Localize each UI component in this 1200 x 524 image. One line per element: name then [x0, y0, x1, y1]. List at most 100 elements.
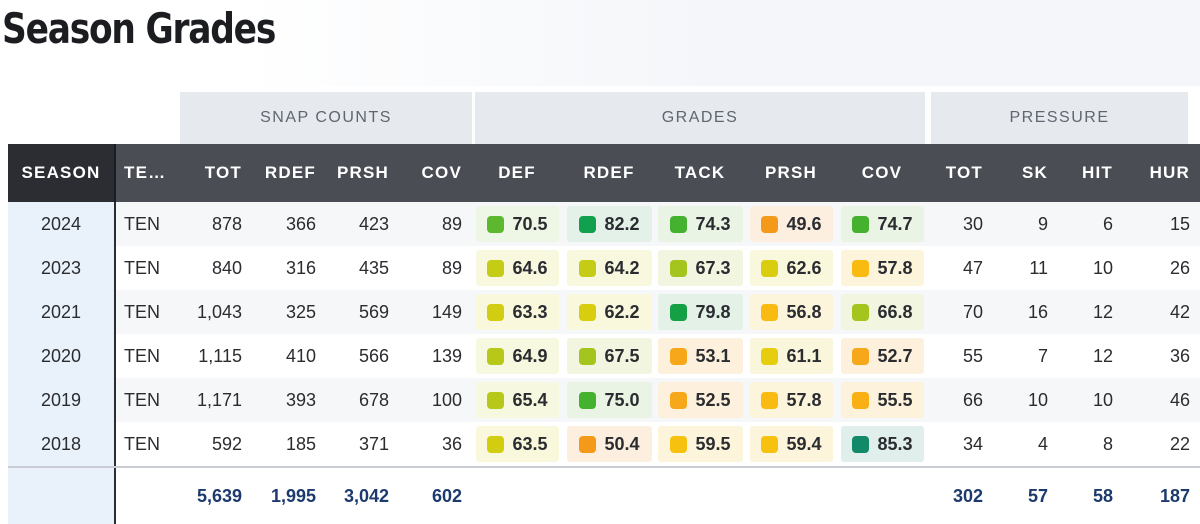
col-grade-rdef[interactable]: RDEF [583, 163, 635, 182]
grade-prsh-cell: 59.4 [750, 426, 833, 462]
snaps-tot-cell: 1,115 [198, 345, 242, 366]
grade-value: 79.8 [695, 301, 731, 322]
snaps-rdef-cell: 410 [285, 345, 316, 366]
col-grade-def[interactable]: DEF [498, 163, 536, 182]
grade-prsh-cell: 49.6 [750, 206, 833, 242]
grade-def-cell: 70.5 [476, 206, 559, 242]
grade-def-cell: 64.6 [476, 250, 559, 286]
col-grade-tack[interactable]: TACK [674, 163, 726, 182]
table-row[interactable]: 2019 TEN 1,171 393 678 100 65.4 75.0 52.5 57.8 55.… [8, 378, 1200, 422]
snaps-cov-cell: 36 [441, 433, 462, 454]
col-pressure-sk[interactable]: SK [1021, 163, 1048, 182]
grade-value: 56.8 [786, 301, 822, 322]
grade-prsh-cell: 62.6 [750, 250, 833, 286]
grade-tack-cell: 79.8 [658, 294, 743, 330]
pressure-sk-cell: 10 [1027, 389, 1048, 410]
grade-value: 49.6 [786, 213, 822, 234]
snaps-prsh-cell: 423 [358, 213, 389, 234]
snaps-tot-cell: 878 [211, 213, 242, 234]
table-row[interactable]: 2024 TEN 878 366 423 89 70.5 82.2 74.3 49.6 74.7 30… [8, 202, 1200, 246]
table-row[interactable]: 2020 TEN 1,115 410 566 139 64.9 67.5 53.1 61.1 52.… [8, 334, 1200, 378]
snaps-rdef-cell: 316 [285, 257, 316, 278]
col-snaps-cov[interactable]: COV [421, 163, 462, 182]
grade-swatch [579, 347, 597, 365]
grade-swatch [761, 347, 779, 365]
table-row[interactable]: 2018 TEN 592 185 371 36 63.5 50.4 59.5 59.4 85.3 34… [8, 422, 1200, 466]
team-cell: TEN [124, 301, 160, 322]
table-row[interactable]: 2021 TEN 1,043 325 569 149 63.3 62.2 79.8 56.8 66.… [8, 290, 1200, 334]
grade-swatch [579, 215, 597, 233]
pressure-tot-cell: 30 [962, 213, 983, 234]
pressure-tot-cell: 66 [962, 389, 983, 410]
total-pressure-hit: 58 [1092, 485, 1113, 506]
table-row[interactable]: 2023 TEN 840 316 435 89 64.6 64.2 67.3 62.6 57.8 47… [8, 246, 1200, 290]
grade-swatch [487, 435, 505, 453]
total-pressure-hur: 187 [1159, 485, 1190, 506]
pressure-hur-cell: 26 [1169, 257, 1190, 278]
grade-swatch [852, 303, 870, 321]
totals-season-cell [8, 468, 116, 524]
grade-tack-cell: 52.5 [658, 382, 743, 418]
snaps-tot-cell: 1,171 [196, 389, 242, 410]
snaps-prsh-cell: 435 [358, 257, 389, 278]
grade-swatch [487, 215, 505, 233]
grade-value: 64.2 [604, 257, 640, 278]
group-header-row: SNAP COUNTS GRADES PRESSURE [8, 92, 1200, 144]
team-cell: TEN [124, 345, 160, 366]
grade-swatch [579, 391, 597, 409]
col-team[interactable]: TE… [124, 163, 167, 182]
team-cell: TEN [124, 433, 160, 454]
grade-swatch [579, 435, 597, 453]
pressure-sk-cell: 11 [1029, 257, 1048, 278]
total-snaps-rdef: 1,995 [270, 485, 316, 506]
col-pressure-hit[interactable]: HIT [1082, 163, 1113, 182]
pressure-hit-cell: 8 [1102, 433, 1113, 454]
pressure-tot-cell: 70 [962, 301, 983, 322]
grade-swatch [579, 303, 597, 321]
grade-value: 53.1 [695, 345, 731, 366]
grade-swatch [670, 391, 688, 409]
grade-value: 85.3 [877, 433, 913, 454]
season-cell: 2023 [8, 246, 116, 290]
col-pressure-tot[interactable]: TOT [945, 163, 983, 182]
season-cell: 2020 [8, 334, 116, 378]
snaps-tot-cell: 592 [211, 433, 242, 454]
snaps-cov-cell: 139 [431, 345, 462, 366]
grade-value: 74.3 [695, 213, 731, 234]
grade-value: 62.2 [604, 301, 640, 322]
grade-swatch [761, 303, 779, 321]
team-cell: TEN [124, 257, 160, 278]
grade-tack-cell: 67.3 [658, 250, 743, 286]
team-cell: TEN [124, 213, 160, 234]
grade-rdef-cell: 67.5 [567, 338, 652, 374]
pressure-hur-cell: 22 [1169, 433, 1190, 454]
grade-swatch [852, 215, 870, 233]
col-grade-prsh[interactable]: PRSH [764, 163, 818, 182]
grade-def-cell: 63.5 [476, 426, 559, 462]
col-snaps-prsh[interactable]: PRSH [336, 163, 389, 182]
col-snaps-tot[interactable]: TOT [204, 163, 242, 182]
season-grades-table: SNAP COUNTS GRADES PRESSURE SEASON TE… T… [8, 86, 1200, 524]
grade-prsh-cell: 56.8 [750, 294, 833, 330]
grade-value: 63.5 [512, 433, 548, 454]
grade-value: 67.5 [604, 345, 640, 366]
grade-value: 67.3 [695, 257, 731, 278]
grade-tack-cell: 53.1 [658, 338, 743, 374]
season-cell: 2024 [8, 202, 116, 246]
grade-cov-cell: 66.8 [841, 294, 924, 330]
col-season[interactable]: SEASON [8, 144, 116, 202]
pressure-sk-cell: 4 [1037, 433, 1048, 454]
pressure-hit-cell: 12 [1092, 345, 1113, 366]
col-grade-cov[interactable]: COV [861, 163, 903, 182]
snaps-rdef-cell: 325 [285, 301, 316, 322]
snaps-prsh-cell: 569 [358, 301, 389, 322]
grade-value: 64.6 [512, 257, 548, 278]
grade-rdef-cell: 50.4 [567, 426, 652, 462]
grade-value: 82.2 [604, 213, 640, 234]
grade-swatch [852, 391, 870, 409]
col-snaps-rdef[interactable]: RDEF [264, 163, 316, 182]
pressure-hit-cell: 10 [1092, 389, 1113, 410]
pressure-hur-cell: 46 [1169, 389, 1190, 410]
grade-rdef-cell: 64.2 [567, 250, 652, 286]
col-pressure-hur[interactable]: HUR [1149, 163, 1190, 182]
